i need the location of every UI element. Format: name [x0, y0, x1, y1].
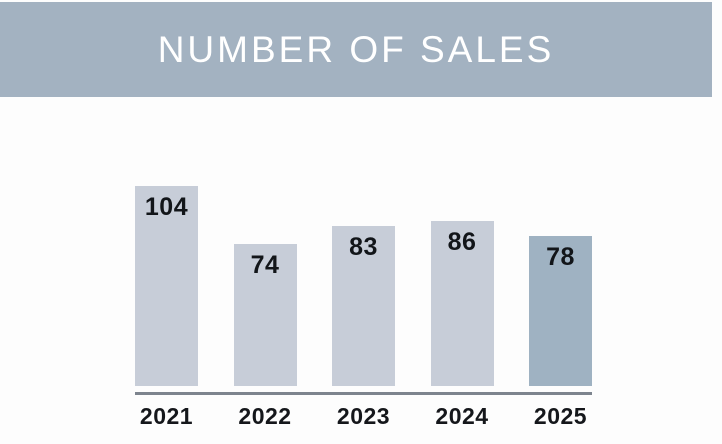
- x-tick-2024: 2024: [435, 403, 489, 429]
- bar-2021: 104: [135, 186, 198, 386]
- x-tick-2021: 2021: [139, 403, 194, 429]
- bar-2024: 86: [430, 221, 494, 386]
- bar-2023: 83: [332, 226, 395, 386]
- x-tick-2022: 2022: [238, 403, 292, 429]
- x-axis-line: [135, 392, 592, 395]
- bar-value-label-2021: 104: [144, 193, 189, 221]
- title-banner: NUMBER OF SALES: [0, 2, 712, 97]
- bar-value-label-2025: 78: [546, 243, 575, 271]
- bar-value-label-2022: 74: [250, 251, 280, 279]
- bar-2022: 74: [233, 244, 297, 386]
- bar-2025: 78: [529, 236, 592, 386]
- chart-title: NUMBER OF SALES: [157, 28, 555, 70]
- x-tick-2023: 2023: [336, 403, 391, 429]
- bar-chart: 104 74 83 86 78 2021 2022 2023 2024 2025: [135, 0, 592, 444]
- bar-value-label-2024: 86: [447, 228, 477, 256]
- x-axis-labels: 2021 2022 2023 2024 2025: [135, 403, 592, 430]
- bars-row: 104 74 83 86 78: [135, 0, 592, 386]
- bar-value-label-2023: 83: [349, 233, 378, 261]
- x-tick-2025: 2025: [533, 403, 588, 429]
